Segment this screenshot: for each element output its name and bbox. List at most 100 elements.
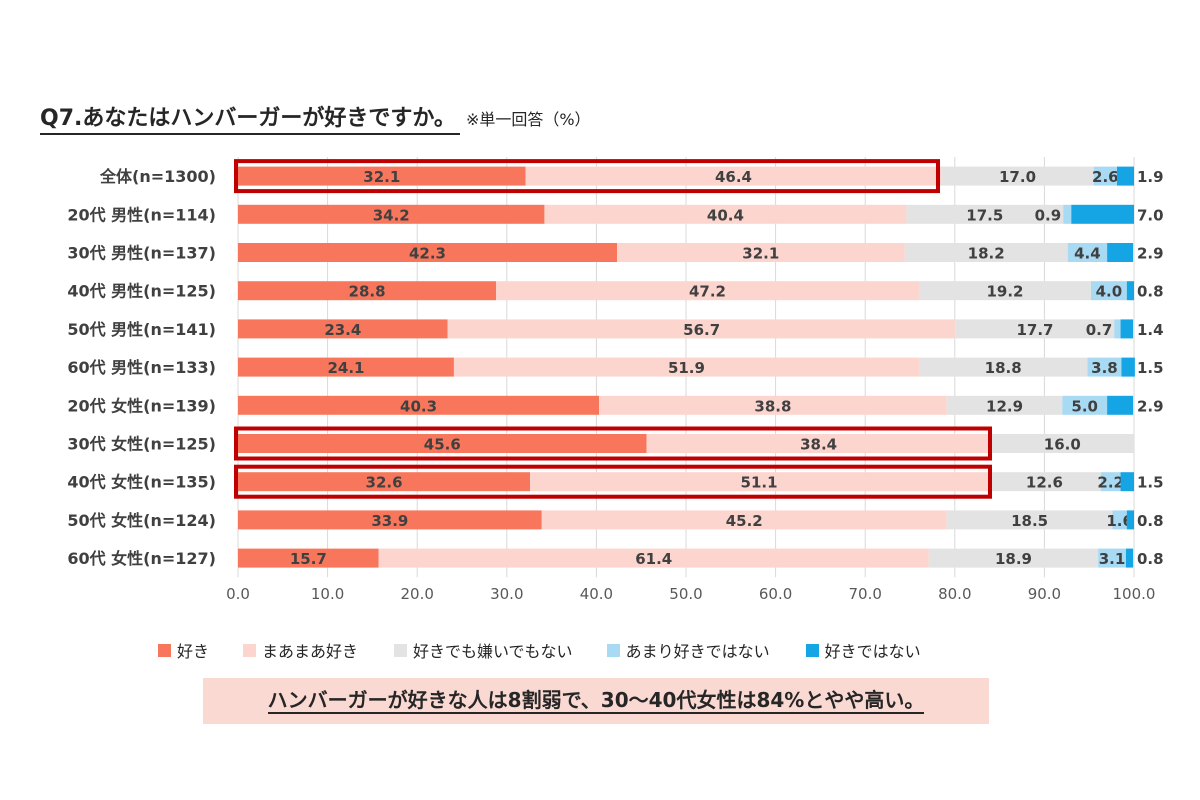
data-label: 2.9 xyxy=(1137,245,1164,263)
data-label: 2.2 xyxy=(1097,474,1124,492)
bar-segment xyxy=(904,243,1068,262)
x-tick-label: 20.0 xyxy=(400,585,433,603)
bar-segment xyxy=(918,281,1091,301)
category-label: 40代 男性(n=125) xyxy=(67,282,216,301)
bar-segment xyxy=(238,281,497,301)
category-label: 60代 女性(n=127) xyxy=(67,549,216,568)
bar-segment xyxy=(1120,319,1134,339)
x-tick-label: 50.0 xyxy=(669,585,702,603)
legend-label: あまり好きではない xyxy=(625,642,770,661)
data-label: 32.6 xyxy=(366,474,403,492)
data-label: 0.9 xyxy=(1035,206,1062,224)
data-label: 51.1 xyxy=(741,474,778,492)
data-label: 4.4 xyxy=(1074,245,1101,263)
bar-segment xyxy=(238,357,454,377)
highlight-box xyxy=(234,159,940,194)
category-label: 20代 男性(n=114) xyxy=(67,205,216,224)
bar-segment xyxy=(238,548,379,568)
legend-label: 好き xyxy=(177,642,210,661)
data-label: 3.8 xyxy=(1091,359,1118,377)
data-label: 28.8 xyxy=(349,283,386,301)
bar-segment xyxy=(1116,166,1134,186)
chart-title: Q7.あなたはハンバーガーが好きですか。 ※単一回答（%） xyxy=(40,100,591,135)
data-label: 42.3 xyxy=(409,245,446,263)
bar-segment xyxy=(1087,357,1122,377)
legend-label: まあまあ好き xyxy=(262,642,359,661)
legend-swatch xyxy=(606,643,620,657)
legend-item: 好きではない xyxy=(805,638,921,662)
data-label: 23.4 xyxy=(324,321,361,339)
bar-segment xyxy=(1125,548,1134,568)
bar-segment xyxy=(238,395,600,415)
bar-segment xyxy=(238,204,545,224)
data-label: 2.9 xyxy=(1137,397,1164,415)
category-label: 30代 男性(n=137) xyxy=(67,244,216,263)
data-label: 7.0 xyxy=(1137,206,1164,224)
data-label: 5.0 xyxy=(1071,397,1098,415)
legend-item: 好き xyxy=(158,638,209,662)
data-label: 34.2 xyxy=(373,206,410,224)
data-label: 51.9 xyxy=(668,359,705,377)
x-tick-label: 10.0 xyxy=(311,585,344,603)
bar-segment xyxy=(955,319,1115,339)
x-tick-label: 0.0 xyxy=(226,585,250,603)
data-label: 24.1 xyxy=(327,359,364,377)
bar-segment xyxy=(990,434,1134,453)
data-label: 61.4 xyxy=(635,550,672,568)
data-label: 56.7 xyxy=(683,321,720,339)
data-label: 0.8 xyxy=(1137,550,1164,568)
data-label: 40.3 xyxy=(400,397,437,415)
title-question: Q7.あなたはハンバーガーが好きですか。 xyxy=(40,100,460,135)
data-label: 17.0 xyxy=(999,168,1036,186)
data-label: 4.0 xyxy=(1096,283,1123,301)
bar-segment xyxy=(1121,357,1135,377)
legend-item: まあまあ好き xyxy=(243,638,358,662)
data-label: 38.8 xyxy=(754,397,791,415)
bar-segment xyxy=(1120,472,1134,492)
legend-item: 好きでも嫌いでもない xyxy=(394,638,573,662)
conclusion-text: ハンバーガーが好きな人は8割弱で、30〜40代女性は84%とやや高い。 xyxy=(267,688,925,714)
bar-segment xyxy=(1062,395,1108,415)
data-label: 18.2 xyxy=(968,245,1005,263)
bar-segment xyxy=(1112,510,1127,530)
data-label: 46.4 xyxy=(715,168,752,186)
category-label: 全体(n=1300) xyxy=(99,167,216,186)
x-tick-label: 30.0 xyxy=(490,585,523,603)
bar-segment xyxy=(918,357,1088,377)
bar-segment xyxy=(238,166,526,186)
data-label: 1.9 xyxy=(1137,168,1164,186)
data-label: 0.7 xyxy=(1086,321,1113,339)
title-note: ※単一回答（%） xyxy=(465,110,591,129)
legend-swatch xyxy=(394,643,408,657)
x-tick-label: 70.0 xyxy=(848,585,881,603)
data-label: 32.1 xyxy=(742,245,779,263)
bar-segment xyxy=(946,510,1113,530)
bar-segment xyxy=(447,319,956,339)
bar-segment xyxy=(1090,281,1127,301)
data-label: 1.5 xyxy=(1137,474,1164,492)
data-label: 15.7 xyxy=(290,550,327,568)
data-label: 0.8 xyxy=(1137,283,1164,301)
x-tick-label: 100.0 xyxy=(1113,585,1156,603)
highlight-box xyxy=(234,464,992,499)
category-label: 20代 女性(n=139) xyxy=(67,396,216,415)
bar-segment xyxy=(541,510,947,530)
legend-item: あまり好きではない xyxy=(606,638,770,662)
legend-swatch xyxy=(158,643,171,657)
data-label: 45.6 xyxy=(424,436,461,454)
data-label: 12.9 xyxy=(986,397,1023,415)
data-label: 38.4 xyxy=(800,436,837,454)
data-label: 40.4 xyxy=(707,206,744,224)
bar-segment xyxy=(238,472,531,492)
legend-label: 好きではない xyxy=(824,642,921,661)
highlight-box xyxy=(234,426,992,461)
legend-swatch xyxy=(243,643,257,657)
data-label: 17.5 xyxy=(966,206,1003,224)
bar-segment xyxy=(1067,243,1108,262)
bar-segment xyxy=(646,434,991,453)
data-label: 32.1 xyxy=(363,168,400,186)
conclusion-box: ハンバーガーが好きな人は8割弱で、30〜40代女性は84%とやや高い。 xyxy=(203,678,989,724)
bar-segment xyxy=(496,281,919,301)
bar-segment xyxy=(1063,204,1072,224)
data-label: 18.9 xyxy=(995,550,1032,568)
